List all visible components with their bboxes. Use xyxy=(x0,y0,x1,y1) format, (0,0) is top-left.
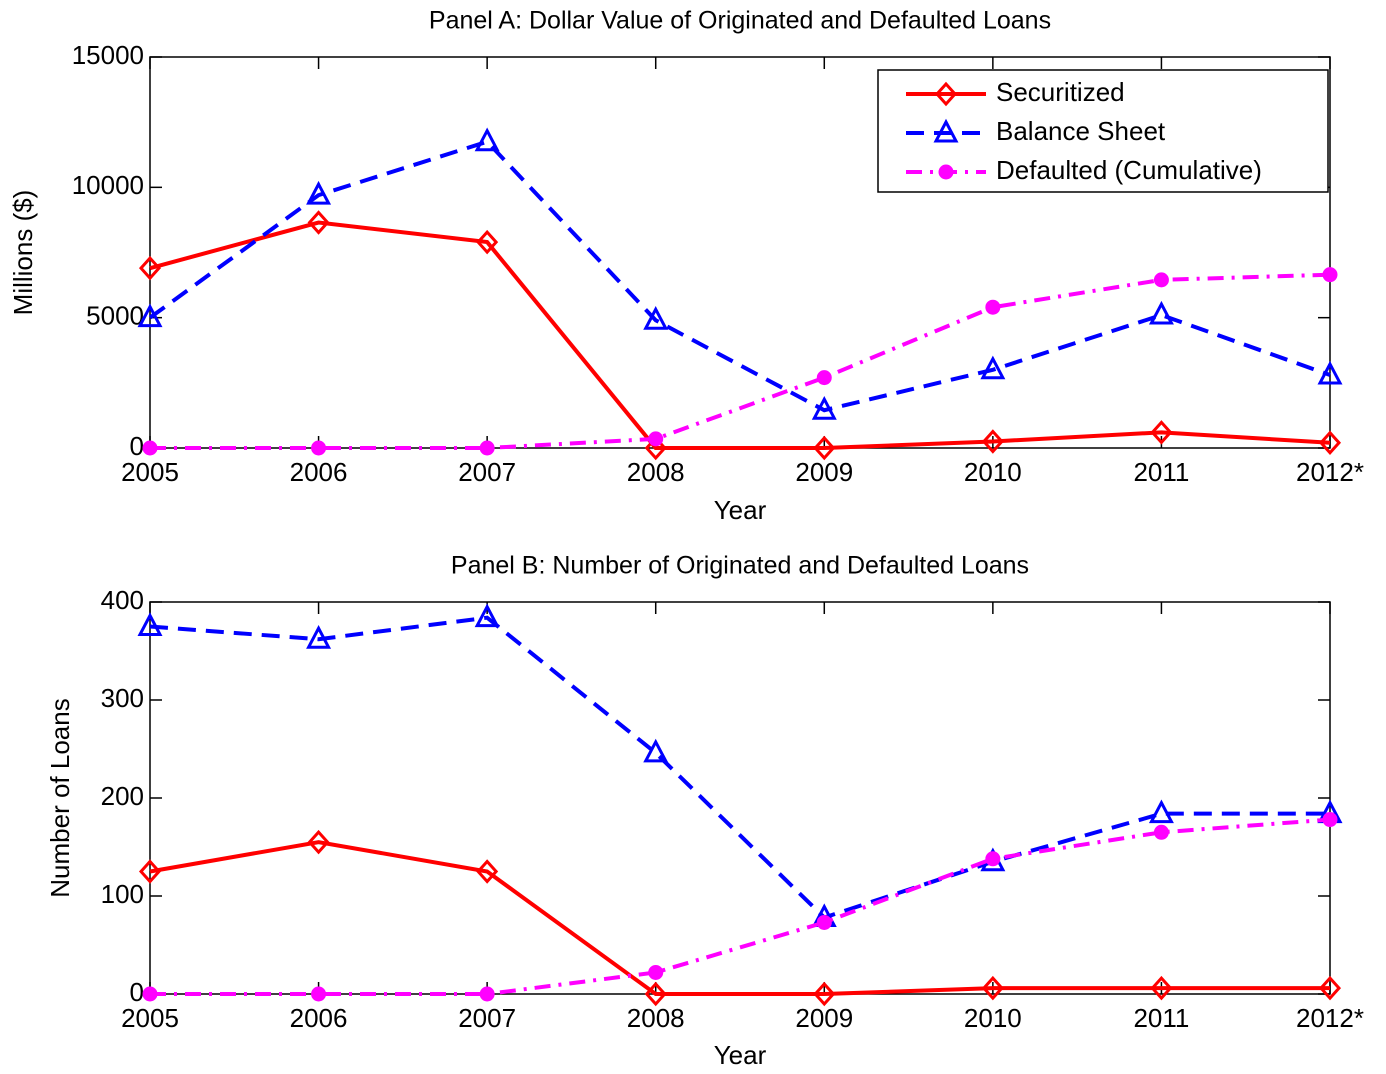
x-tick-label: 2012* xyxy=(1296,1003,1364,1033)
x-tick-label: 2012* xyxy=(1296,457,1364,487)
marker xyxy=(644,981,667,1007)
marker xyxy=(142,986,158,1002)
x-tick-label: 2006 xyxy=(290,457,348,487)
marker xyxy=(474,603,500,628)
x-tick-label: 2005 xyxy=(121,457,179,487)
marker xyxy=(648,964,664,980)
series-line xyxy=(149,220,1331,450)
series-line xyxy=(150,272,1331,450)
marker xyxy=(1322,812,1338,828)
x-axis-label: Year xyxy=(714,1040,767,1070)
marker xyxy=(137,612,163,636)
y-tick-label: 0 xyxy=(130,431,144,461)
marker xyxy=(1150,975,1173,1001)
marker xyxy=(816,370,832,386)
marker xyxy=(1150,420,1173,445)
marker xyxy=(816,914,832,930)
marker xyxy=(1148,799,1174,824)
marker xyxy=(479,986,495,1002)
legend-label: Balance Sheet xyxy=(996,116,1166,146)
y-axis-label: Number of Loans xyxy=(45,698,75,897)
x-tick-label: 2011 xyxy=(1133,457,1189,487)
marker xyxy=(811,395,837,420)
marker xyxy=(137,303,163,328)
marker xyxy=(644,435,667,461)
marker xyxy=(1153,272,1169,288)
marker xyxy=(142,440,158,456)
y-tick-label: 5000 xyxy=(86,301,144,331)
x-tick-label: 2009 xyxy=(795,1003,853,1033)
marker xyxy=(1153,824,1169,840)
marker xyxy=(981,429,1004,454)
y-tick-label: 100 xyxy=(101,879,144,909)
marker xyxy=(138,255,162,281)
chart-title: Panel B: Number of Originated and Defaul… xyxy=(451,552,1029,580)
series-line xyxy=(149,840,1330,996)
x-tick-label: 2006 xyxy=(290,1003,348,1033)
y-tick-label: 15000 xyxy=(72,40,144,70)
legend-label: Securitized xyxy=(996,77,1125,107)
series-line xyxy=(149,615,1330,920)
plot-frame xyxy=(149,601,1331,995)
marker xyxy=(643,738,669,763)
marker xyxy=(311,986,327,1002)
marker xyxy=(985,851,1001,867)
marker xyxy=(643,306,669,330)
y-tick-label: 10000 xyxy=(72,170,144,200)
x-tick-label: 2009 xyxy=(795,457,853,487)
marker xyxy=(985,299,1001,315)
x-tick-label: 2010 xyxy=(964,457,1022,487)
y-tick-label: 300 xyxy=(101,683,144,713)
marker xyxy=(980,355,1006,380)
marker xyxy=(138,859,162,884)
x-tick-label: 2008 xyxy=(627,457,685,487)
marker xyxy=(1317,360,1343,385)
y-tick-label: 200 xyxy=(101,781,144,811)
legend-marker xyxy=(934,81,958,107)
x-tick-label: 2010 xyxy=(964,1003,1022,1033)
y-tick-label: 400 xyxy=(101,585,144,615)
legend-marker xyxy=(938,164,954,180)
marker xyxy=(306,625,332,649)
marker xyxy=(307,829,330,855)
marker xyxy=(474,127,500,152)
marker xyxy=(648,431,664,447)
series-line xyxy=(148,139,1331,413)
marker xyxy=(476,859,499,884)
marker xyxy=(479,440,495,456)
marker xyxy=(476,229,499,255)
marker xyxy=(813,435,836,461)
x-tick-label: 2005 xyxy=(121,1003,179,1033)
x-tick-label: 2007 xyxy=(458,1003,516,1033)
x-axis-label: Year xyxy=(714,495,767,525)
y-tick-label: 0 xyxy=(130,977,144,1007)
legend-marker xyxy=(933,118,959,143)
marker xyxy=(1318,430,1342,456)
marker xyxy=(1318,975,1342,1001)
marker xyxy=(1322,267,1338,283)
marker xyxy=(981,975,1004,1001)
marker xyxy=(1148,300,1174,325)
x-tick-label: 2007 xyxy=(458,457,516,487)
x-tick-label: 2008 xyxy=(627,1003,685,1033)
marker xyxy=(307,210,330,235)
series-line xyxy=(150,817,1331,996)
marker xyxy=(311,440,327,456)
chart-title: Panel A: Dollar Value of Originated and … xyxy=(429,7,1051,35)
y-axis-label: Millions ($) xyxy=(8,190,38,316)
marker xyxy=(306,180,332,205)
x-tick-label: 2011 xyxy=(1133,1003,1189,1033)
marker xyxy=(813,981,836,1007)
legend-label: Defaulted (Cumulative) xyxy=(996,155,1262,185)
